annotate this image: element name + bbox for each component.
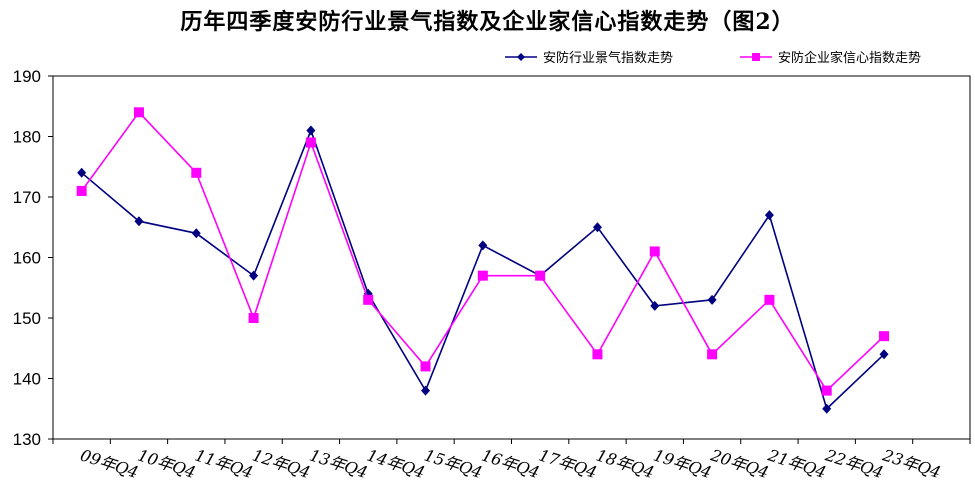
x-tick-label: 23年Q4 [879,445,943,482]
data-point-square [191,167,202,178]
x-tick-label: 16年Q4 [479,446,542,483]
y-tick-label: 140 [13,370,41,389]
data-point-diamond [249,270,259,281]
y-tick-label: 170 [13,188,41,207]
data-point-diamond [77,167,87,178]
x-tick-label: 18年Q4 [594,446,657,483]
x-tick-label: 10年Q4 [135,446,198,483]
x-tick-label: 21年Q4 [765,445,829,482]
y-tick-label: 160 [13,249,41,268]
data-point-square [420,361,431,372]
legend-marker-square [752,53,760,61]
legend-label-1: 安防行业景气指数走势 [543,50,673,66]
data-point-square [592,349,603,360]
x-tick-label: 12年Q4 [250,446,313,483]
series-line-2 [81,111,885,392]
x-tick-label: 20年Q4 [708,445,772,482]
data-point-square [133,107,144,118]
x-tick-label: 14年Q4 [365,446,428,483]
data-point-diamond [650,300,660,311]
x-tick-label: 09年Q4 [78,446,141,483]
legend: 安防行业景气指数走势 安防企业家信心指数走势 [505,50,921,66]
data-point-diamond [707,294,717,305]
data-point-diamond [822,403,832,414]
chart-title: 历年四季度安防行业景气指数及企业家信心指数走势（图2） [180,9,795,35]
data-point-square [477,270,488,281]
y-tick-label: 180 [13,128,41,147]
x-tick-label: 17年Q4 [537,446,600,483]
y-tick-label: 150 [13,309,41,328]
y-tick-label: 130 [13,430,41,449]
data-point-square [821,385,832,396]
legend-marker-diamond [517,53,525,61]
x-tick-label: 11年Q4 [193,446,256,483]
data-point-square [248,313,259,323]
data-point-diamond [592,222,602,233]
x-tick-label: 19年Q4 [651,446,714,483]
data-point-square [707,349,718,360]
x-axis-ticks: 09年Q410年Q411年Q412年Q413年Q414年Q415年Q416年Q4… [78,445,943,482]
data-point-diamond [421,385,431,396]
series-line-1 [81,128,885,411]
data-point-diamond [191,228,201,239]
data-point-square [879,331,890,342]
x-tick-label: 13年Q4 [307,446,370,483]
series-group [76,107,890,414]
data-point-diamond [764,210,774,221]
data-point-square [535,270,546,281]
data-point-square [764,294,775,305]
y-axis-ticks: 130 140 150 160 170 180 190 [13,67,53,449]
data-point-square [76,185,87,196]
data-point-diamond [306,125,316,136]
x-tick-label: 15年Q4 [422,446,485,483]
data-point-diamond [478,240,488,251]
y-tick-label: 190 [13,67,41,86]
legend-label-2: 安防企业家信心指数走势 [778,50,921,66]
data-point-square [649,246,660,257]
data-point-square [305,137,316,148]
data-point-diamond [134,216,144,227]
data-point-square [363,294,374,305]
data-point-diamond [879,349,889,360]
x-tick-label: 22年Q4 [822,445,886,482]
